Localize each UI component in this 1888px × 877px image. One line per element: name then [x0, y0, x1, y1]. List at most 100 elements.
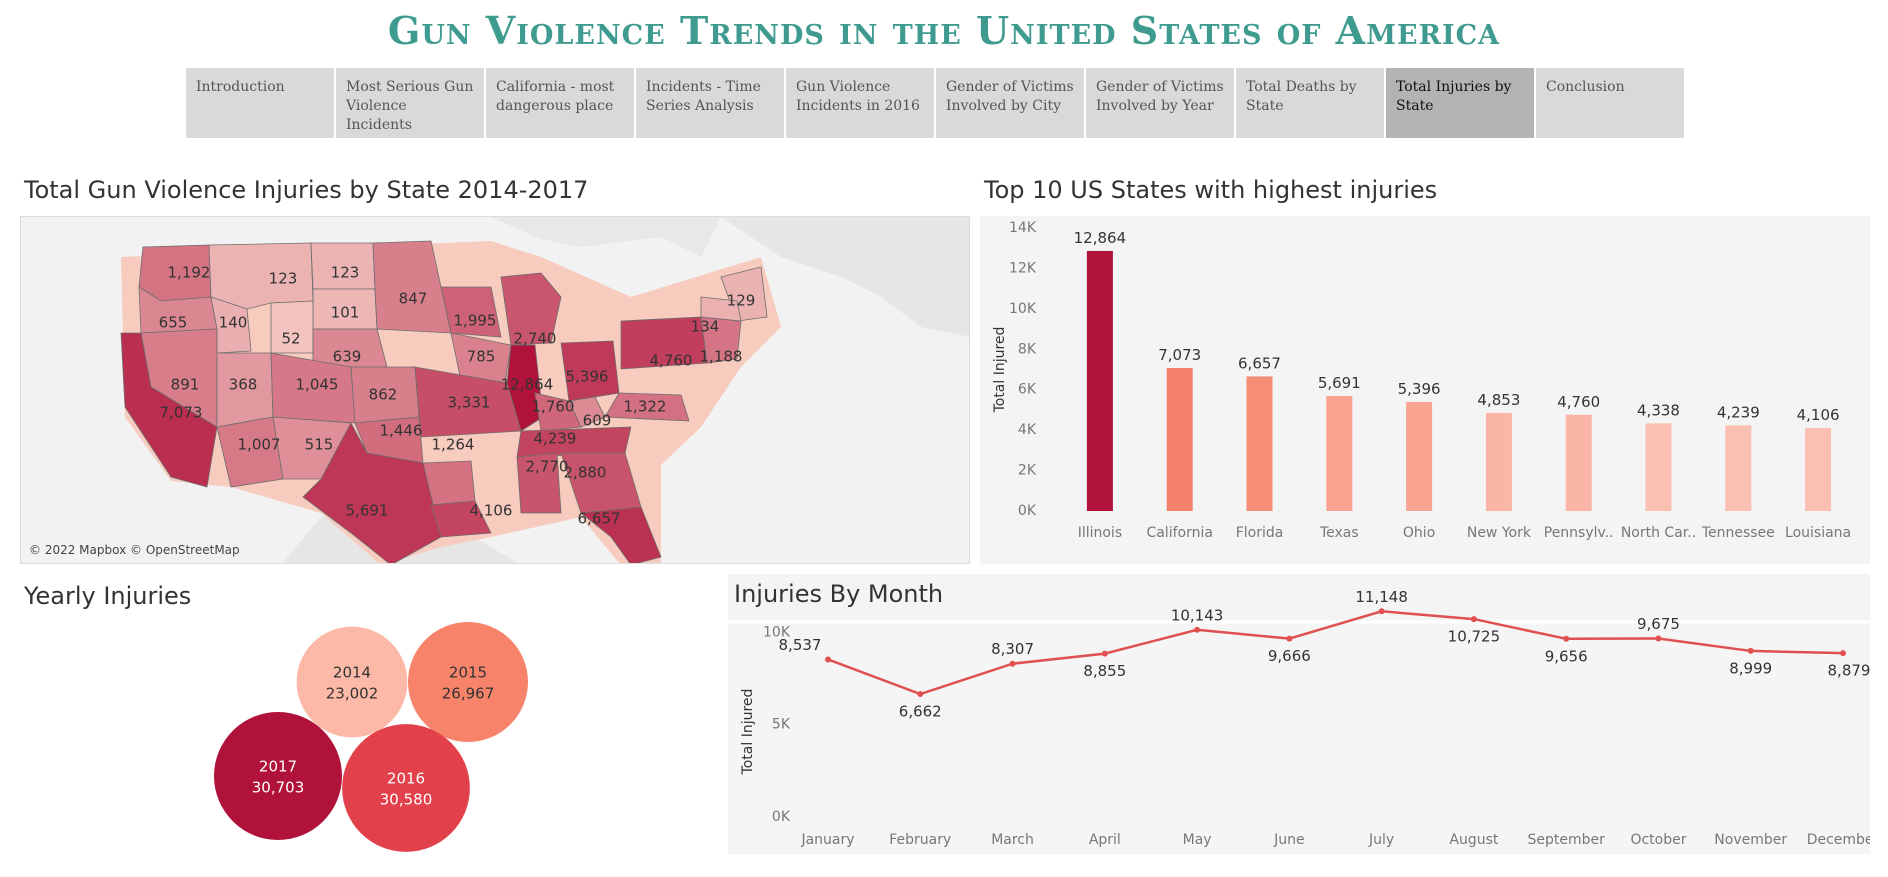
map-state-label: 123	[269, 270, 298, 288]
top10-bar-chart: 0K 2K 4K 6K 8K 10K 12K 14K Total Injured 12,864 Il…	[980, 216, 1870, 564]
bar-value-label: 4,106	[1797, 406, 1840, 424]
bar-mark[interactable]	[1565, 414, 1592, 511]
map-state-region[interactable]	[210, 296, 252, 354]
bar-x-tick-label: Florida	[1236, 525, 1284, 541]
map-state-region[interactable]	[516, 452, 562, 514]
bar-mark[interactable]	[1645, 423, 1672, 511]
bar-mark[interactable]	[1086, 250, 1113, 511]
line-y-tick-label: 10K	[763, 624, 791, 640]
map-state-label: 52	[281, 330, 300, 348]
map-state-label: 2,770	[526, 458, 569, 476]
map-state-region[interactable]	[534, 392, 582, 432]
year-bubble[interactable]	[342, 724, 470, 852]
line-x-tick-label: March	[991, 832, 1034, 848]
map-state-region[interactable]	[579, 506, 662, 564]
line-point[interactable]	[1563, 635, 1570, 642]
map-states-layer	[120, 240, 781, 564]
bar-y-tick-label: 10K	[1009, 301, 1037, 317]
map-state-region[interactable]	[500, 272, 562, 346]
map-state-label: 140	[219, 314, 248, 332]
bar-y-tick-label: 2K	[1018, 463, 1037, 479]
bar-mark[interactable]	[1246, 376, 1273, 511]
map-state-label: 2,740	[514, 330, 557, 348]
line-point[interactable]	[1747, 647, 1754, 654]
tab-injuries-by-state[interactable]: Total Injuries by State	[1386, 68, 1536, 138]
map-state-label: 123	[331, 264, 360, 282]
line-point[interactable]	[825, 656, 831, 663]
bubble-chart-canvas: 2014 23,002 2015 26,967 2016 30,580 2017 30,703	[214, 622, 528, 852]
monthly-series-line	[827, 610, 1844, 696]
line-x-tick-label: July	[1368, 832, 1394, 848]
line-value-label: 8,999	[1729, 659, 1772, 677]
line-point[interactable]	[1470, 616, 1477, 623]
map-state-region[interactable]	[700, 296, 742, 322]
line-value-label: 9,656	[1545, 647, 1588, 665]
line-point[interactable]	[1840, 650, 1846, 657]
bubble-value-label: 30,580	[380, 791, 433, 809]
line-x-tick-label: December	[1807, 832, 1870, 848]
line-point[interactable]	[1655, 635, 1662, 642]
tab-california[interactable]: California - most dangerous place	[486, 68, 636, 138]
map-state-label: 1,322	[624, 398, 667, 416]
map-state-label: 785	[467, 348, 496, 366]
map-state-label: 7,073	[160, 404, 203, 422]
year-bubble[interactable]	[296, 626, 408, 738]
map-state-region[interactable]	[120, 332, 218, 488]
map-state-label: 101	[331, 304, 360, 322]
map-state-label: 12,864	[501, 376, 554, 394]
tab-gender-by-year[interactable]: Gender of Victims Involved by Year	[1086, 68, 1236, 138]
map-attribution: © 2022 Mapbox © OpenStreetMap	[29, 543, 240, 557]
bubble-value-label: 30,703	[252, 779, 305, 797]
line-value-label: 10,143	[1171, 606, 1224, 624]
tab-most-serious-incidents[interactable]: Most Serious Gun Violence Incidents	[336, 68, 486, 138]
map-state-label: 6,657	[578, 510, 621, 528]
map-state-region[interactable]	[604, 392, 690, 422]
map-state-label: 1,760	[532, 398, 575, 416]
line-point[interactable]	[1009, 660, 1016, 667]
bubble-year-label: 2016	[387, 770, 425, 788]
map-state-label: 891	[171, 376, 200, 394]
map-state-region[interactable]	[302, 422, 442, 564]
bar-value-label: 4,338	[1637, 401, 1680, 419]
map-state-label: 1,446	[380, 422, 423, 440]
bar-mark[interactable]	[1485, 412, 1512, 511]
line-chart-canvas: 0K 5K 10K Total Injured 8,537 January 6,662 Feb…	[728, 588, 1870, 854]
bar-value-label: 4,239	[1717, 403, 1760, 421]
map-state-region[interactable]	[506, 344, 544, 432]
year-bubble[interactable]	[214, 712, 342, 840]
tab-introduction[interactable]: Introduction	[186, 68, 336, 138]
tab-deaths-by-state[interactable]: Total Deaths by State	[1236, 68, 1386, 138]
line-point[interactable]	[1286, 635, 1293, 642]
map-state-region[interactable]	[430, 500, 492, 538]
tab-conclusion[interactable]: Conclusion	[1536, 68, 1686, 138]
bar-mark[interactable]	[1406, 401, 1433, 511]
bar-value-label: 12,864	[1074, 229, 1127, 247]
map-state-label: 847	[399, 290, 428, 308]
map-state-region[interactable]	[440, 286, 502, 338]
injuries-map[interactable]: 1,192 655 123 140 123 101 52 639 847 1,995 2,740 78…	[20, 216, 970, 564]
line-x-tick-label: August	[1449, 832, 1499, 848]
line-point[interactable]	[917, 691, 924, 698]
line-value-label: 8,855	[1083, 662, 1126, 680]
tab-time-series[interactable]: Incidents - Time Series Analysis	[636, 68, 786, 138]
bar-value-label: 6,657	[1238, 354, 1281, 372]
line-point[interactable]	[1194, 626, 1201, 633]
bar-mark[interactable]	[1166, 368, 1193, 511]
map-state-label: 5,691	[346, 502, 389, 520]
map-state-region[interactable]	[208, 242, 314, 310]
line-x-tick-label: September	[1527, 832, 1605, 848]
tab-incidents-2016[interactable]: Gun Violence Incidents in 2016	[786, 68, 936, 138]
bar-mark[interactable]	[1326, 395, 1353, 511]
line-point[interactable]	[1101, 650, 1108, 657]
tab-gender-by-city[interactable]: Gender of Victims Involved by City	[936, 68, 1086, 138]
bar-x-tick-label: California	[1146, 525, 1212, 541]
map-canvas[interactable]: 1,192 655 123 140 123 101 52 639 847 1,995 2,740 78…	[21, 217, 970, 564]
bar-value-label: 4,853	[1477, 391, 1520, 409]
map-state-label: 1,045	[296, 376, 339, 394]
line-point[interactable]	[1378, 608, 1385, 615]
bar-mark[interactable]	[1725, 425, 1752, 511]
bar-y-axis-title: Total Injured	[992, 327, 1008, 414]
year-bubble[interactable]	[408, 622, 528, 742]
line-x-tick-label: April	[1089, 832, 1121, 848]
bar-mark[interactable]	[1805, 428, 1832, 511]
